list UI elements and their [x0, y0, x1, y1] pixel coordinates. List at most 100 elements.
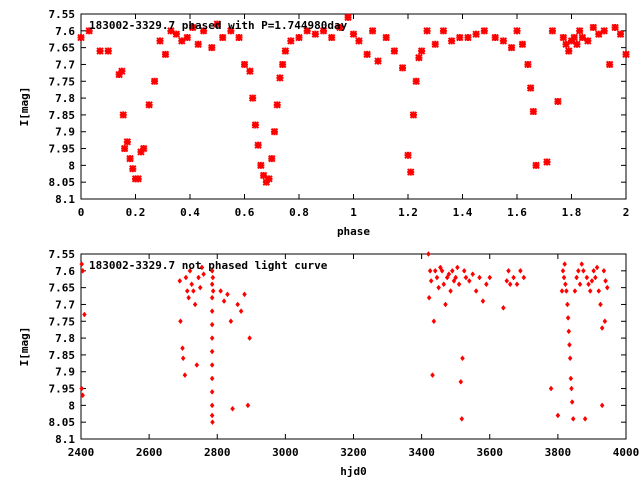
data-point: [453, 274, 459, 281]
data-point: [209, 389, 215, 395]
data-point: [601, 267, 607, 274]
data-point: [209, 402, 215, 409]
data-point: [120, 144, 129, 153]
x-tick-label: 3600: [477, 446, 504, 459]
data-point: [559, 288, 565, 294]
data-point: [209, 335, 215, 341]
data-point: [415, 54, 423, 62]
data-point: [459, 415, 465, 422]
data-point: [344, 13, 352, 22]
data-point: [427, 267, 433, 274]
data-point: [506, 267, 511, 274]
data-point: [451, 278, 457, 284]
data-point: [582, 415, 588, 422]
data-point: [575, 27, 584, 35]
data-point: [167, 27, 175, 35]
data-point: [238, 308, 244, 315]
data-point: [436, 284, 441, 291]
data-point: [562, 40, 570, 48]
data-point: [209, 267, 215, 274]
data-point: [565, 315, 571, 321]
data-point: [579, 261, 585, 267]
data-point: [82, 311, 87, 318]
data-point: [432, 267, 438, 274]
data-point: [487, 274, 493, 281]
data-point: [311, 30, 320, 38]
data-point: [184, 288, 190, 294]
data-point: [438, 264, 443, 271]
data-point: [273, 101, 281, 109]
data-point: [209, 412, 215, 419]
data-point: [259, 171, 268, 180]
data-point: [449, 267, 455, 274]
data-point: [192, 301, 198, 308]
x-axis-title: hjd0: [340, 465, 367, 478]
data-point: [172, 30, 181, 38]
data-point: [423, 27, 431, 35]
data-point: [593, 274, 598, 281]
data-point: [197, 284, 203, 291]
data-point: [448, 288, 453, 294]
data-point: [210, 419, 215, 426]
data-point: [566, 328, 572, 335]
data-point: [247, 335, 252, 341]
data-point: [209, 362, 215, 368]
data-point: [511, 274, 516, 281]
data-point: [242, 291, 247, 298]
data-point: [104, 47, 112, 55]
x-tick-label: 2400: [68, 446, 95, 459]
data-point: [431, 40, 439, 48]
data-point: [581, 267, 586, 274]
data-point: [85, 27, 93, 35]
data-point: [569, 385, 574, 392]
x-tick-label: 2: [623, 206, 630, 219]
data-point: [578, 33, 587, 42]
data-point: [598, 301, 603, 308]
y-tick-label: 7.75: [49, 75, 76, 88]
unphased-light-curve-chart: 2400 2600 2800 3000 3200 3400 3600 3800 4000 7.55…: [18, 248, 639, 478]
y-tick-label: 8.05: [49, 176, 76, 189]
data-point: [466, 278, 472, 284]
data-point: [230, 405, 235, 412]
data-point: [77, 33, 85, 42]
data-point: [79, 261, 85, 267]
y-tick-label: 7.7: [55, 298, 75, 311]
data-point: [210, 288, 216, 294]
x-tick-label: 4000: [613, 446, 640, 459]
data-point: [417, 47, 426, 55]
data-point: [569, 399, 575, 405]
x-tick-label: 3800: [545, 446, 572, 459]
data-point: [513, 27, 521, 35]
data-point: [262, 178, 271, 186]
data-point: [444, 274, 450, 281]
y-tick-label: 8.1: [55, 193, 75, 206]
data-point: [572, 288, 578, 294]
x-tick-label: 0: [78, 206, 85, 219]
y-tick-label: 7.9: [55, 126, 75, 139]
data-point: [586, 281, 591, 288]
data-point: [428, 278, 434, 284]
data-point: [118, 67, 126, 75]
data-point: [574, 274, 579, 281]
data-point: [577, 281, 583, 288]
data-point: [472, 30, 480, 38]
data-point: [218, 288, 223, 294]
data-point: [208, 43, 216, 52]
y-tick-label: 7.95: [49, 383, 76, 396]
data-point: [209, 348, 215, 355]
data-point: [507, 281, 513, 288]
y-tick-label: 7.8: [55, 332, 75, 345]
data-point: [368, 27, 377, 35]
data-point: [504, 278, 510, 284]
data-point: [604, 284, 610, 291]
data-point: [278, 60, 287, 69]
data-point: [561, 274, 567, 281]
data-point: [96, 47, 104, 55]
x-tick-label: 1.4: [453, 206, 473, 219]
data-point: [191, 288, 196, 294]
data-point: [464, 33, 472, 42]
data-point: [426, 251, 431, 257]
data-point: [605, 60, 614, 69]
data-point: [570, 33, 578, 42]
data-point: [210, 274, 216, 281]
